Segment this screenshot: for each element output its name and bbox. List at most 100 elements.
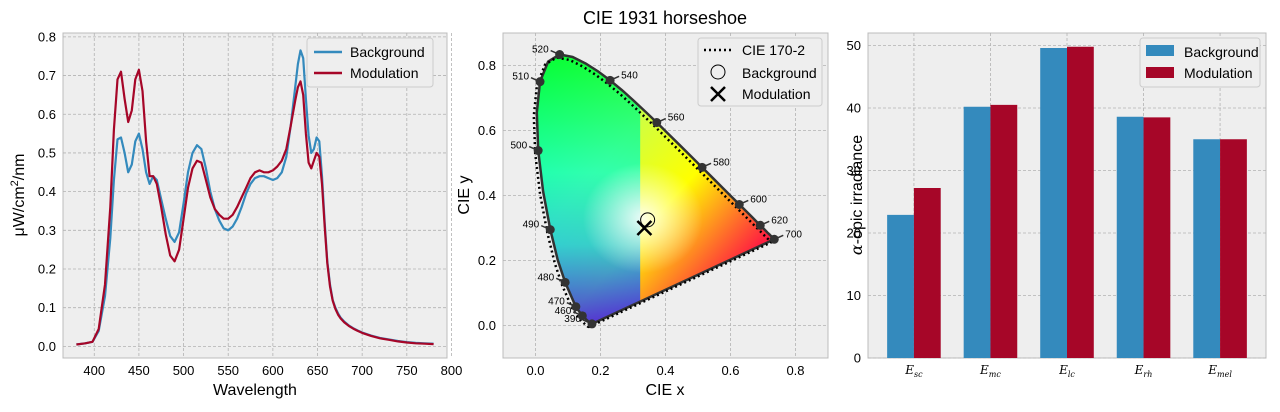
spectrum-x-tick-label: 600 <box>262 363 284 378</box>
alpha-opic-legend-swatch-background <box>1146 45 1174 56</box>
cie-wavelength-label: 390 <box>564 314 581 325</box>
cie-wavelength-label: 520 <box>532 45 549 56</box>
alpha-opic-y-ticks: 0 10 20 30 40 50 <box>847 38 861 366</box>
alpha-opic-y-tick-label: 10 <box>847 288 861 303</box>
cie-wavelength-label: 540 <box>621 70 638 81</box>
cie-wavelength-label: 490 <box>523 220 540 231</box>
alpha-opic-x-tick-label: Erh <box>1134 363 1153 379</box>
alpha-opic-bar-modulation <box>1143 117 1171 358</box>
cie-y-ticks: 0.0 0.2 0.4 0.6 0.8 <box>478 58 496 333</box>
spectrum-x-tick-label: 500 <box>173 363 195 378</box>
cie-y-tick-label: 0.6 <box>478 123 496 138</box>
cie-x-axis-label: CIE x <box>645 382 684 399</box>
alpha-opic-bar-background <box>1116 116 1144 358</box>
spectrum-x-tick-label: 700 <box>351 363 373 378</box>
spectrum-y-tick-label: 0.0 <box>38 339 56 354</box>
cie-x-tick-label: 0.6 <box>721 363 739 378</box>
cie-x-tick-label: 0.0 <box>526 363 544 378</box>
cie-wavelength-label: 480 <box>537 272 554 283</box>
alpha-opic-y-tick-label: 0 <box>854 351 861 366</box>
spectrum-x-tick-label: 650 <box>307 363 329 378</box>
cie-y-axis-label: CIE y <box>456 175 473 214</box>
spectrum-legend: Background Modulation <box>306 37 434 88</box>
cie-wavelength-dot <box>652 118 662 128</box>
cie-wavelength-dot <box>533 146 543 156</box>
alpha-opic-bar-background <box>1040 48 1067 358</box>
spectrum-y-tick-label: 0.5 <box>38 145 56 160</box>
cie-wavelength-dot <box>734 199 744 209</box>
alpha-opic-y-tick-label: 30 <box>847 163 861 178</box>
alpha-opic-bar-modulation <box>1220 139 1247 358</box>
cie-wavelength-label: 620 <box>771 215 788 226</box>
alpha-opic-legend-swatch-modulation <box>1146 67 1174 78</box>
cie-wavelength-label: 560 <box>668 113 685 124</box>
cie-points <box>636 212 656 236</box>
alpha-opic-bar-modulation <box>1067 46 1094 358</box>
alpha-opic-x-tick-label: Elc <box>1058 363 1075 379</box>
cie-wavelength-dot <box>577 311 587 321</box>
spectrum-y-tick-label: 0.3 <box>38 223 56 238</box>
spectrum-series-line-modulation <box>76 68 434 346</box>
spectrum-x-tick-label: 450 <box>128 363 150 378</box>
cie-wavelength-dot <box>535 77 545 87</box>
cie-legend-swatch-modulation <box>710 86 726 102</box>
alpha-opic-legend-label-background: Background <box>1184 44 1259 60</box>
cie-x-tick-label: 0.2 <box>591 363 609 378</box>
spectrum-y-tick-label: 0.6 <box>38 107 56 122</box>
cie-legend: CIE 170-2 Background Modulation <box>697 37 823 107</box>
spectrum-x-tick-label: 750 <box>396 363 418 378</box>
spectrum-y-tick-label: 0.2 <box>38 262 56 277</box>
cie-wavelength-dot <box>560 277 570 287</box>
cie-wavelength-dot <box>697 162 707 172</box>
cie-wavelength-dot <box>545 225 555 235</box>
cie-x-tick-label: 0.8 <box>786 363 804 378</box>
alpha-opic-bars <box>887 46 1247 358</box>
cie-x-tick-label: 0.4 <box>656 363 674 378</box>
cie-title: CIE 1931 horseshoe <box>583 8 747 28</box>
alpha-opic-y-tick-label: 40 <box>847 101 861 116</box>
cie-wavelength-label: 600 <box>750 194 767 205</box>
alpha-opic-legend-label-modulation: Modulation <box>1184 65 1253 81</box>
cie-wavelength-dot <box>605 75 615 85</box>
alpha-opic-bar-background <box>887 214 914 358</box>
cie-legend-label-modulation: Modulation <box>742 86 811 102</box>
cie-legend-box <box>697 37 823 107</box>
spectrum-y-tick-label: 0.1 <box>38 300 56 315</box>
alpha-opic-bar-modulation <box>913 188 941 358</box>
cie-wavelength-label: 510 <box>512 72 529 83</box>
alpha-opic-x-tick-label: Emc <box>979 363 1001 379</box>
cie-wavelength-label: 460 <box>555 306 572 317</box>
alpha-opic-x-ticks: Esc Emc Elc Erh Emel <box>904 363 1232 379</box>
cie-wavelength-label: 700 <box>785 229 802 240</box>
spectrum-y-tick-label: 0.7 <box>38 68 56 83</box>
cie-point-modulation <box>636 220 653 236</box>
spectrum-legend-label-modulation: Modulation <box>350 65 419 81</box>
cie-wavelength-dot <box>755 220 765 230</box>
alpha-opic-x-tick-label: Emel <box>1207 363 1232 379</box>
spectrum-lines <box>76 49 434 346</box>
spectrum-y-tick-label: 0.4 <box>38 184 56 199</box>
alpha-opic-x-tick-label: Esc <box>904 363 923 379</box>
spectrum-x-tick-label: 550 <box>217 363 239 378</box>
cie-gamut-white <box>582 163 703 274</box>
spectrum-legend-box <box>306 37 434 88</box>
spectrum-x-ticks: 400 450 500 550 600 650 700 750 800 <box>83 363 462 378</box>
spectrum-legend-label-background: Background <box>350 44 425 60</box>
alpha-opic-y-axis-label: α-opic irradiance <box>847 135 866 255</box>
cie-wavelength-label: 470 <box>548 297 565 308</box>
cie-y-tick-label: 0.4 <box>478 188 496 203</box>
spectrum-x-axis-label: Wavelength <box>213 382 297 399</box>
cie-point-background <box>640 212 656 228</box>
cie-wavelength-label: 580 <box>713 157 730 168</box>
cie-wavelength-dot <box>769 234 779 244</box>
cie-x-ticks: 0.0 0.2 0.4 0.6 0.8 <box>526 363 804 378</box>
cie-wavelength-dot <box>555 50 565 60</box>
cie-legend-label-locus: CIE 170-2 <box>742 42 805 58</box>
spectrum-y-tick-label: 0.8 <box>38 29 56 44</box>
cie-legend-swatch-background <box>710 64 726 80</box>
alpha-opic-chart: Esc Emc Elc Erh Emel 0 10 20 30 40 50 α-opic irra… <box>847 32 1267 379</box>
alpha-opic-bar-background <box>963 106 991 358</box>
spectrum-chart: 400 450 500 550 600 650 700 750 800 0.0 0.1 0.2 0.3… <box>9 29 462 399</box>
cie-legend-label-background: Background <box>742 65 817 81</box>
